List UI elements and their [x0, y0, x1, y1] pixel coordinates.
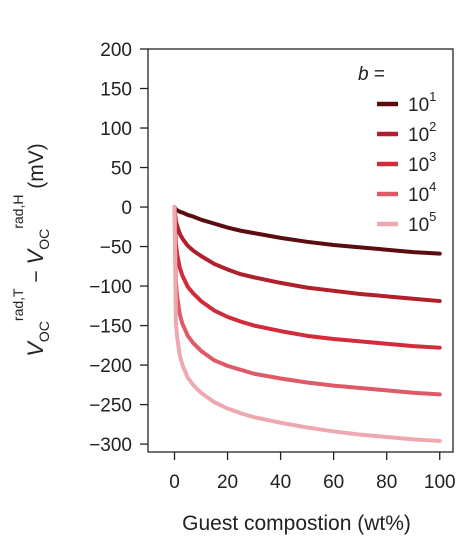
x-tick-label: 80	[376, 472, 397, 493]
y-tick-label: −50	[100, 238, 132, 259]
legend-label-3: 103	[408, 149, 436, 176]
x-tick-label: 60	[323, 472, 344, 493]
x-tick-label: 20	[217, 472, 238, 493]
x-axis-title: Guest compostion (wt%)	[182, 512, 411, 535]
y-tick-label: 150	[100, 80, 132, 101]
x-tick-label: 100	[424, 472, 456, 493]
legend-label-5: 105	[408, 209, 436, 236]
y-tick-label: 50	[111, 159, 132, 180]
x-tick-label: 40	[270, 472, 291, 493]
y-tick-label: 200	[100, 40, 132, 61]
legend-label-2: 102	[408, 119, 436, 146]
x-tick-label: 0	[169, 472, 180, 493]
series-lines	[172, 205, 442, 443]
y-axis-title: VOCrad,T − VOCrad,H (mV)	[10, 143, 52, 357]
series-line-1	[172, 205, 442, 256]
legend-label-1: 101	[408, 89, 436, 116]
axis-ticks: 200 150 100 50 0 −50 −100 −150 −200 −250 −300 0 20 40…	[89, 40, 455, 493]
y-tick-label: −200	[89, 356, 132, 377]
series-line-4	[172, 205, 442, 397]
y-tick-label: −150	[89, 317, 132, 338]
series-line-5	[172, 205, 442, 443]
series-line-2	[172, 205, 442, 304]
y-tick-label: −250	[89, 396, 132, 417]
y-tick-label: 0	[121, 198, 132, 219]
y-tick-label: −300	[89, 435, 132, 456]
y-tick-label: 100	[100, 119, 132, 140]
legend: b = 101 102 103 104 105	[358, 64, 436, 236]
series-line-3	[172, 205, 442, 350]
y-tick-label: −100	[89, 277, 132, 298]
legend-title: b =	[358, 64, 385, 85]
y-axis-title-group: VOCrad,T − VOCrad,H (mV)	[10, 143, 52, 357]
legend-label-4: 104	[408, 179, 436, 206]
plot-frame	[147, 48, 454, 453]
